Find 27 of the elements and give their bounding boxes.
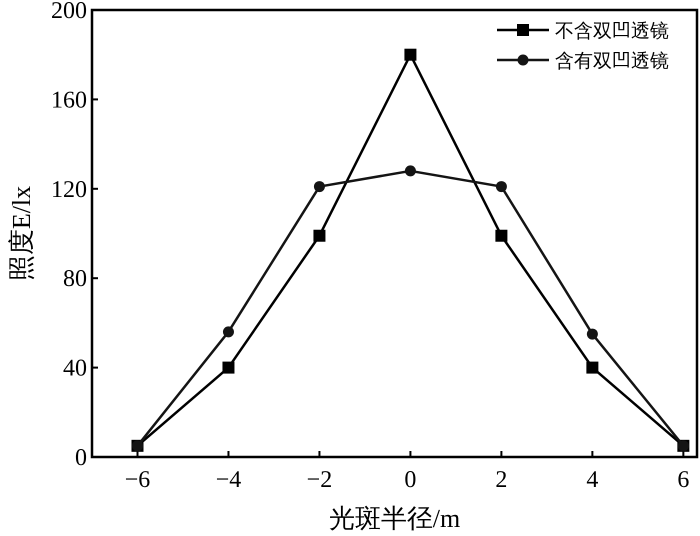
legend-label: 含有双凹透镜 xyxy=(555,50,669,72)
y-tick-label: 160 xyxy=(51,87,87,114)
y-tick-label: 120 xyxy=(51,176,87,203)
x-tick-label: −6 xyxy=(124,467,150,493)
point xyxy=(404,48,416,61)
point xyxy=(404,165,416,176)
legend-label: 不含双凹透镜 xyxy=(555,20,669,42)
point xyxy=(314,181,325,192)
y-tick-label: 40 xyxy=(63,356,87,382)
y-tick-label: 0 xyxy=(75,445,87,471)
point xyxy=(222,362,234,374)
x-tick-label: 4 xyxy=(586,467,598,493)
point xyxy=(586,328,598,340)
point xyxy=(222,326,234,338)
x-axis-title: 光斑半径/m xyxy=(328,504,460,533)
x-tick-label: 2 xyxy=(495,467,508,493)
x-tick-label: −4 xyxy=(216,467,242,493)
point xyxy=(586,362,598,374)
point xyxy=(495,230,508,242)
y-axis-title: 照度E/lx xyxy=(7,186,36,282)
y-tick-label: 200 xyxy=(51,0,87,24)
x-tick-label: −2 xyxy=(306,467,332,493)
point xyxy=(496,181,507,192)
y-tick-label: 80 xyxy=(63,266,87,292)
x-tick-label: 6 xyxy=(677,467,690,493)
x-tick-label: 0 xyxy=(404,467,416,493)
point xyxy=(313,230,326,242)
